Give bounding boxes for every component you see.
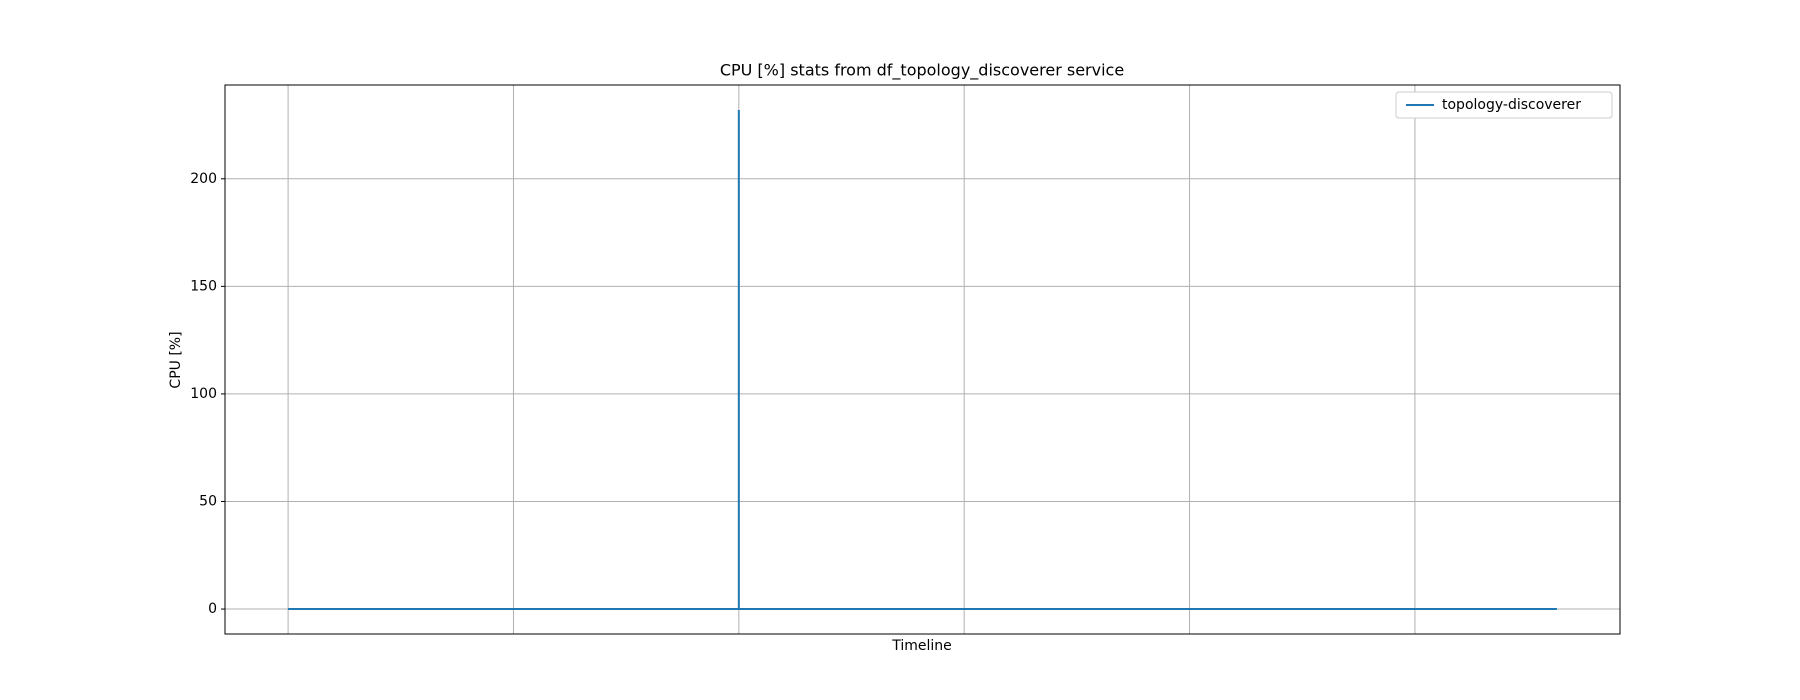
legend-box [1395, 91, 1613, 119]
y-tick-label: 200 [190, 171, 217, 187]
y-tick-label: 0 [208, 601, 217, 617]
y-tick-label: 50 [199, 493, 217, 509]
legend-label: topology-discoverer [1442, 97, 1581, 113]
x-axis-label: Timeline [891, 638, 952, 654]
chart-title: CPU [%] stats from df_topology_discovere… [720, 61, 1124, 81]
y-tick-label: 100 [190, 386, 217, 402]
y-axis-label: CPU [%] [168, 331, 184, 388]
plot-frame [224, 84, 1621, 635]
y-tick-label: 150 [190, 278, 217, 294]
data-line [288, 109, 1557, 611]
